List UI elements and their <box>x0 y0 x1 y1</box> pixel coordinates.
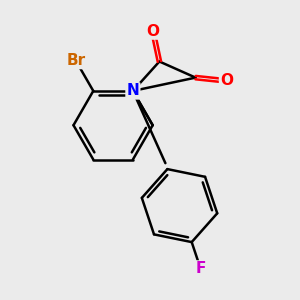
Text: O: O <box>146 24 159 39</box>
Text: F: F <box>196 261 206 276</box>
Text: O: O <box>220 74 233 88</box>
Text: Br: Br <box>66 53 85 68</box>
Text: N: N <box>127 83 139 98</box>
